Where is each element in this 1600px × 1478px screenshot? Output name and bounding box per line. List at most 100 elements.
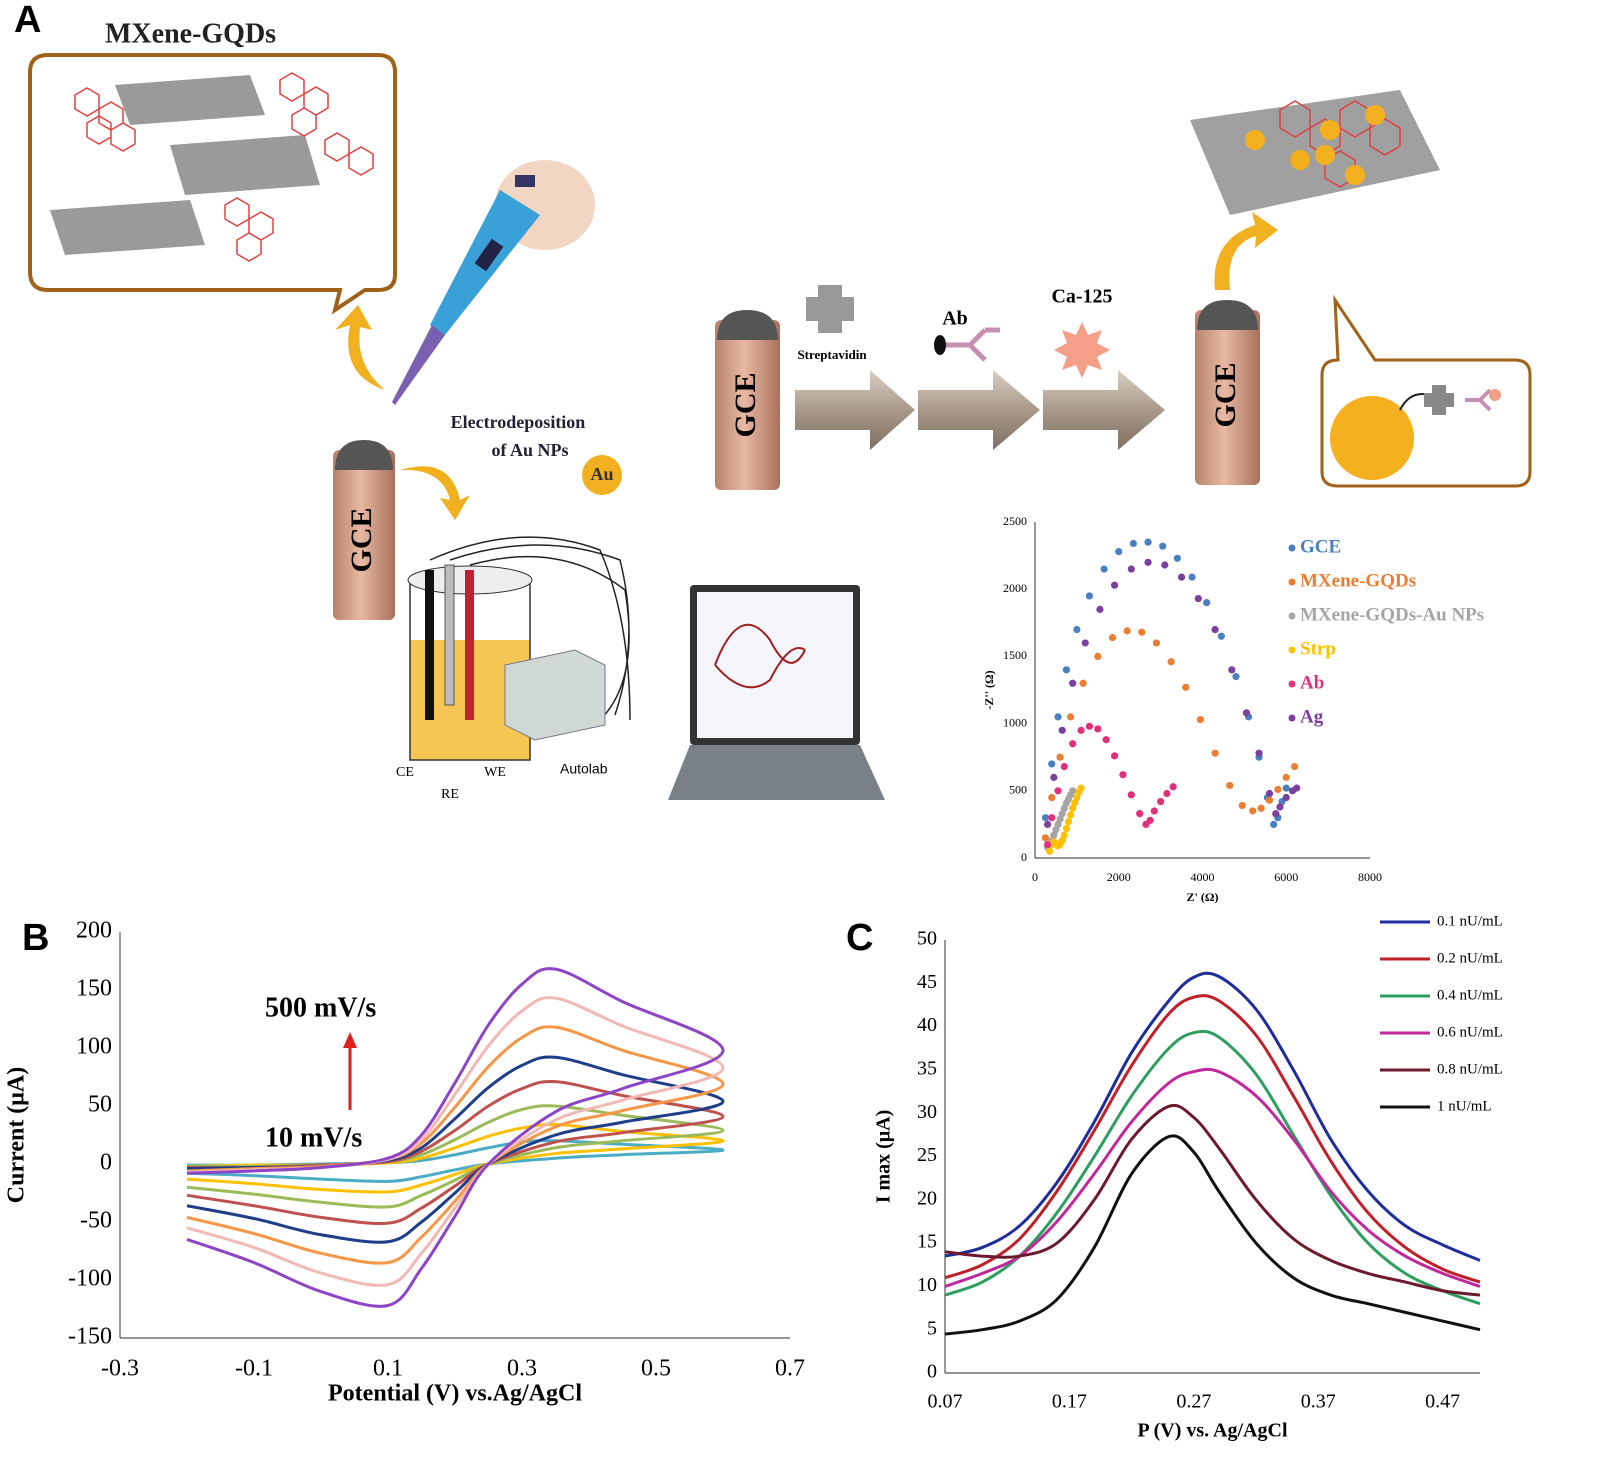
legend-symbol xyxy=(1288,646,1296,654)
pipette xyxy=(392,160,595,405)
y-tick-label: 2000 xyxy=(1003,581,1027,595)
data-point xyxy=(1062,666,1071,674)
electrode-right xyxy=(715,300,1260,490)
y-tick-label: 5 xyxy=(927,1317,937,1339)
electrode-tag: RE xyxy=(441,787,459,802)
legend-label: GCE xyxy=(1300,536,1341,557)
data-point xyxy=(1041,834,1050,842)
data-point xyxy=(1293,784,1301,792)
data-point xyxy=(1169,783,1177,791)
x-axis-label: P (V) vs. Ag/AgCl xyxy=(1138,1420,1288,1442)
legend-symbol xyxy=(1288,714,1296,722)
data-point xyxy=(1073,625,1081,634)
x-tick-label: 0.37 xyxy=(1301,1391,1336,1413)
data-point xyxy=(1188,573,1196,581)
x-tick-label: 0.07 xyxy=(928,1391,963,1413)
data-point xyxy=(1217,632,1225,640)
data-point xyxy=(1129,539,1138,548)
x-tick-label: 0.47 xyxy=(1425,1391,1460,1413)
data-point xyxy=(1054,787,1062,795)
au-particle xyxy=(1330,396,1414,480)
data-point xyxy=(1077,784,1085,792)
y-tick-label: 50 xyxy=(88,1092,112,1118)
reagent-label: Ab xyxy=(942,308,968,330)
au-particle xyxy=(582,455,622,495)
y-axis-label: I max (μA) xyxy=(873,1110,895,1204)
y-tick-label: 10 xyxy=(917,1274,937,1296)
data-point xyxy=(1077,726,1085,734)
panel-label: B xyxy=(22,917,49,959)
data-point xyxy=(1163,789,1171,798)
y-tick-label: 30 xyxy=(917,1101,937,1123)
legend-symbol xyxy=(1288,612,1296,620)
y-tick-label: 25 xyxy=(917,1144,937,1166)
modified-surface xyxy=(1190,90,1440,215)
data-point xyxy=(1136,810,1144,818)
data-point xyxy=(1060,831,1068,839)
legend-label: Ab xyxy=(1300,672,1324,693)
data-point xyxy=(1159,542,1167,550)
data-point xyxy=(1094,725,1102,733)
data-point xyxy=(1255,749,1263,757)
y-tick-label: 0 xyxy=(1021,850,1027,864)
data-point xyxy=(1069,679,1077,687)
legend-label: 0.1 nU/mL xyxy=(1437,913,1503,929)
arrow xyxy=(1214,212,1278,290)
y-tick-label: 45 xyxy=(917,971,937,993)
x-tick-label: 2000 xyxy=(1107,870,1131,884)
data-point xyxy=(1064,818,1073,826)
x-tick-label: 0.5 xyxy=(641,1356,671,1382)
data-point xyxy=(1265,789,1274,798)
x-tick-label: 0.7 xyxy=(775,1356,805,1382)
data-point xyxy=(1085,722,1094,730)
data-point xyxy=(1276,803,1284,811)
data-point xyxy=(1257,804,1265,812)
data-point xyxy=(1115,547,1123,556)
data-point xyxy=(1094,652,1102,661)
legend-label: 0.8 nU/mL xyxy=(1437,1061,1503,1077)
y-tick-label: 50 xyxy=(917,928,937,950)
x-tick-label: 6000 xyxy=(1274,870,1298,884)
legend-label: Strp xyxy=(1300,638,1336,659)
data-point xyxy=(1100,565,1108,573)
reagent-label: Ca-125 xyxy=(1051,286,1112,308)
streptavidin-icon xyxy=(806,285,854,333)
data-point xyxy=(1194,595,1202,603)
legend-label: MXene-GQDs xyxy=(1300,570,1416,591)
data-point xyxy=(1182,683,1190,691)
data-point xyxy=(1066,811,1075,819)
y-tick-label: 500 xyxy=(1009,783,1027,797)
data-point xyxy=(1138,628,1146,636)
data-point xyxy=(1196,715,1205,724)
data-point xyxy=(1177,573,1186,581)
x-tick-label: -0.3 xyxy=(101,1356,139,1382)
legend-label: 0.4 nU/mL xyxy=(1437,987,1503,1003)
y-tick-label: 0 xyxy=(927,1361,937,1383)
electrode-label: GCE xyxy=(1209,362,1242,427)
legend-symbol xyxy=(1288,544,1296,552)
data-point xyxy=(1119,771,1127,779)
y-tick-label: 100 xyxy=(76,1034,112,1060)
y-tick-label: 35 xyxy=(917,1057,937,1079)
y-axis-label: -Z'' (Ω) xyxy=(982,670,996,709)
data-point xyxy=(1146,816,1154,824)
antigen-icon xyxy=(1054,322,1110,378)
data-point xyxy=(1272,810,1280,818)
data-point xyxy=(1144,558,1152,566)
x-axis-label: Z' (Ω) xyxy=(1187,890,1219,904)
x-tick-label: 4000 xyxy=(1191,870,1215,884)
line-series xyxy=(944,1067,1481,1288)
data-point xyxy=(1048,760,1056,768)
data-point xyxy=(1102,736,1110,744)
line-series xyxy=(944,994,1481,1284)
data-point xyxy=(1144,538,1152,546)
electrode-tag: CE xyxy=(396,765,414,780)
y-tick-label: 150 xyxy=(76,976,112,1002)
antibody-icon xyxy=(934,335,946,355)
antigen-icon xyxy=(1489,389,1501,401)
data-point xyxy=(1282,793,1290,802)
line-series xyxy=(186,967,725,1308)
data-point xyxy=(1152,639,1161,647)
data-point xyxy=(1081,639,1089,647)
legend-symbol xyxy=(1288,578,1296,586)
